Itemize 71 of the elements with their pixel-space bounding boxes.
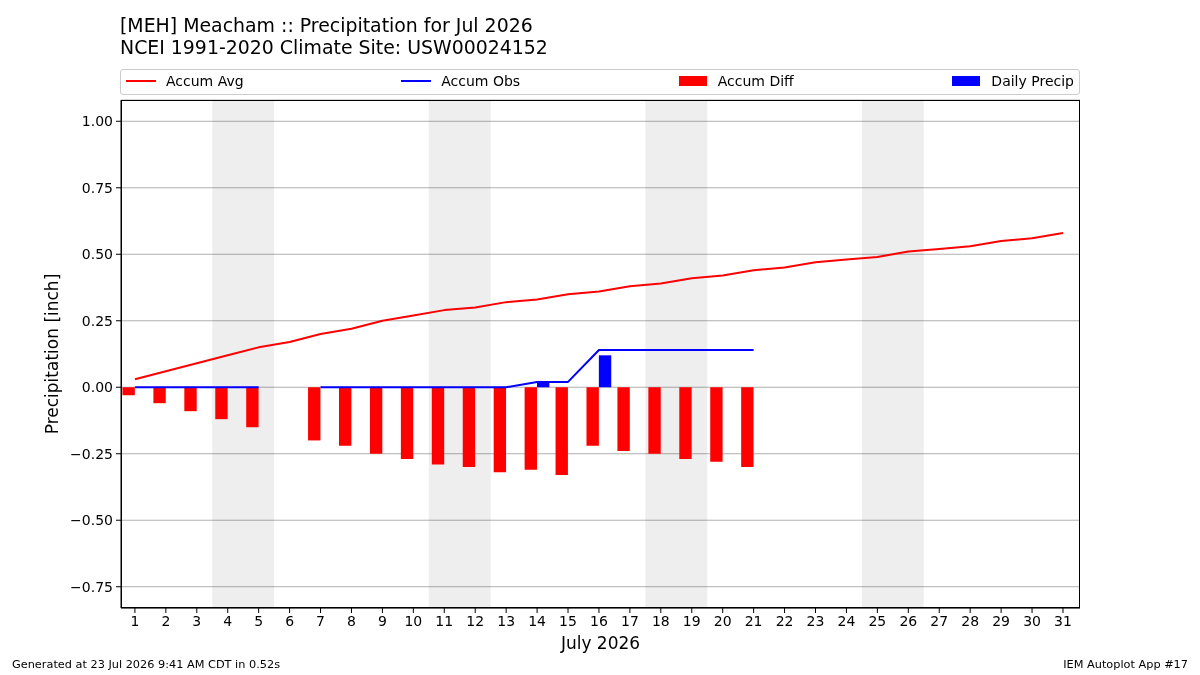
x-tick-label: 4 xyxy=(223,612,233,629)
bar xyxy=(741,387,754,468)
y-tick-label: 0.50 xyxy=(81,246,113,263)
y-tick-label: 0.00 xyxy=(81,379,113,396)
y-tick-label: 0.75 xyxy=(81,179,113,196)
y-tick-label: −0.25 xyxy=(70,445,113,462)
x-tick-label: 17 xyxy=(620,612,639,629)
bar xyxy=(215,387,228,420)
y-tick-label: −0.50 xyxy=(70,512,113,529)
x-tick-label: 1 xyxy=(130,612,140,629)
y-axis-title: Precipitation [inch] xyxy=(42,273,62,435)
x-tick-label: 24 xyxy=(837,612,856,629)
y-tick-label: −0.75 xyxy=(70,578,113,595)
bar xyxy=(431,387,445,465)
x-tick-label: 7 xyxy=(316,612,325,629)
bar xyxy=(308,387,321,441)
y-tick-label: 0.25 xyxy=(81,312,113,329)
x-tick-label: 11 xyxy=(435,612,454,629)
x-tick-label: 6 xyxy=(285,612,295,629)
x-tick-label: 18 xyxy=(651,612,670,629)
bar xyxy=(493,387,507,473)
text: Generated at 23 Jul 2026 9:41 AM CDT in 0.52s xyxy=(12,658,281,671)
x-tick-label: 16 xyxy=(590,612,608,629)
y-tick-label: 1.00 xyxy=(81,113,113,130)
bar xyxy=(400,387,414,460)
chart-subtitle: NCEI 1991-2020 Climate Site: USW00024152 xyxy=(120,36,548,58)
x-tick-label: 28 xyxy=(961,612,980,629)
x-tick-label: 10 xyxy=(404,612,423,629)
bar xyxy=(524,387,537,470)
bar xyxy=(122,387,135,396)
x-tick-label: 29 xyxy=(992,612,1011,629)
x-tick-label: 9 xyxy=(377,612,387,629)
bar xyxy=(598,355,612,388)
bar xyxy=(710,387,723,462)
bar xyxy=(246,387,259,428)
x-tick-label: 19 xyxy=(682,612,701,629)
x-tick-label: 30 xyxy=(1023,612,1041,629)
x-tick-label: 15 xyxy=(559,612,577,629)
bar xyxy=(153,387,166,404)
text: IEM Autoplot App #17 xyxy=(1063,658,1188,671)
bar xyxy=(369,387,383,454)
bar xyxy=(462,387,476,468)
x-tick-label: 8 xyxy=(347,612,356,629)
x-axis-title: July 2026 xyxy=(560,633,641,653)
line-series xyxy=(133,231,1064,381)
bar xyxy=(339,387,352,446)
x-tick-label: 25 xyxy=(868,612,887,629)
x-tick-label: 31 xyxy=(1054,612,1072,629)
x-tick-label: 22 xyxy=(775,612,794,629)
bar xyxy=(586,387,599,446)
x-tick-label: 2 xyxy=(161,612,171,629)
bar xyxy=(184,387,197,412)
legend-label: Daily Precip xyxy=(991,73,1074,89)
chart-title: [MEH] Meacham :: Precipitation for Jul 2026 xyxy=(120,14,533,36)
x-tick-label: 21 xyxy=(744,612,763,629)
x-tick-label: 12 xyxy=(466,612,485,629)
x-tick-label: 13 xyxy=(497,612,516,629)
bar xyxy=(617,387,630,452)
x-tick-label: 20 xyxy=(713,612,732,629)
x-tick-label: 26 xyxy=(899,612,918,629)
legend-label: Accum Diff xyxy=(717,73,794,89)
x-tick-label: 27 xyxy=(930,612,949,629)
x-tick-label: 23 xyxy=(806,612,825,629)
bar xyxy=(555,387,568,476)
bar xyxy=(679,387,692,460)
legend-label: Accum Avg xyxy=(166,73,244,89)
bar xyxy=(648,387,661,454)
legend-label: Accum Obs xyxy=(441,73,521,89)
x-tick-label: 14 xyxy=(528,612,547,629)
x-tick-label: 5 xyxy=(254,612,264,629)
x-tick-label: 3 xyxy=(192,612,202,629)
